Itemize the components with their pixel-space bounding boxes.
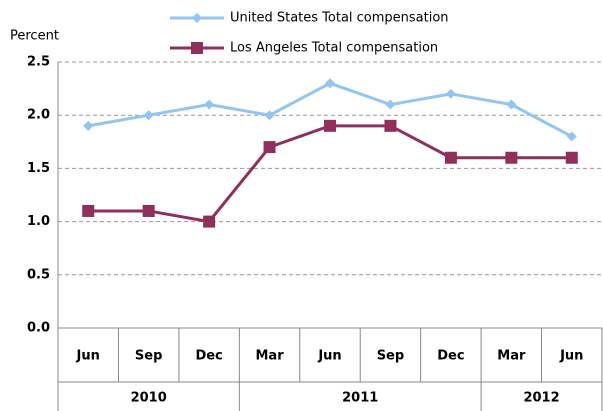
point	[143, 110, 154, 121]
x-tick-label: Jun	[76, 349, 100, 364]
year-label: 2010	[131, 391, 167, 406]
series-line	[88, 124, 572, 224]
x-tick-label: Dec	[437, 349, 464, 364]
y-axis-label: Percent	[10, 29, 59, 44]
y-tick-label: 1.0	[27, 214, 50, 229]
legend-label: United States Total compensation	[230, 11, 449, 26]
x-tick-label: Sep	[377, 349, 405, 364]
point	[264, 110, 275, 121]
point	[445, 88, 456, 99]
x-tick-label: Jun	[317, 349, 341, 364]
point	[385, 99, 396, 110]
point	[565, 151, 578, 164]
point	[505, 151, 518, 164]
point	[325, 78, 335, 89]
point	[83, 120, 94, 131]
point	[204, 99, 215, 110]
y-tick-label: 2.5	[27, 55, 50, 70]
point	[82, 204, 95, 217]
x-tick-label: Dec	[195, 349, 222, 364]
x-tick-label: Mar	[497, 349, 526, 364]
point	[263, 141, 276, 154]
point	[506, 99, 517, 110]
legend-marker	[191, 42, 203, 54]
x-tick-label: Mar	[255, 349, 284, 364]
y-tick-label: 0.0	[27, 321, 50, 336]
y-tick-label: 0.5	[27, 267, 50, 282]
legend-marker	[192, 13, 202, 23]
year-label: 2012	[523, 391, 559, 406]
y-tick-label: 1.5	[27, 161, 50, 176]
point	[566, 131, 577, 142]
y-tick-label: 2.0	[27, 108, 50, 123]
point	[384, 119, 397, 132]
legend-label: Los Angeles Total compensation	[230, 41, 438, 56]
point	[444, 151, 457, 164]
point	[324, 119, 336, 132]
x-tick-label: Jun	[559, 349, 583, 364]
point	[203, 215, 216, 228]
point	[142, 204, 155, 217]
x-tick-label: Sep	[135, 349, 163, 364]
year-label: 2011	[342, 391, 378, 406]
